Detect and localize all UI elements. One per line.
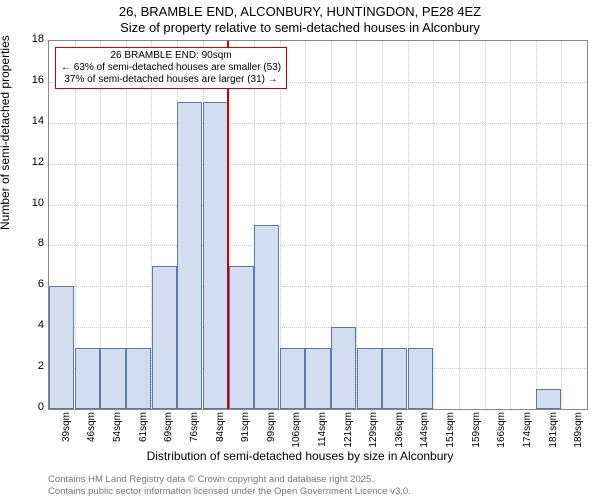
attribution-line-2: Contains public sector information licen… — [48, 486, 411, 497]
x-tick-label: 159sqm — [471, 412, 482, 452]
histogram-bar — [357, 348, 382, 409]
y-tick-label: 10 — [14, 197, 44, 209]
x-tick-label: 39sqm — [61, 412, 72, 452]
y-tick-label: 8 — [14, 237, 44, 249]
attribution-line-1: Contains HM Land Registry data © Crown c… — [48, 474, 374, 485]
property-marker-line — [227, 41, 229, 409]
x-tick-label: 99sqm — [266, 412, 277, 452]
grid-line-vertical — [459, 41, 460, 409]
x-tick-label: 61sqm — [138, 412, 149, 452]
x-tick-label: 69sqm — [163, 412, 174, 452]
histogram-bar — [177, 102, 202, 409]
x-tick-label: 121sqm — [343, 412, 354, 452]
y-tick-label: 14 — [14, 115, 44, 127]
histogram-bar — [254, 225, 279, 409]
y-tick-label: 2 — [14, 360, 44, 372]
x-tick-label: 144sqm — [419, 412, 430, 452]
grid-line-horizontal — [49, 245, 587, 246]
y-tick-label: 12 — [14, 156, 44, 168]
x-tick-label: 106sqm — [291, 412, 302, 452]
grid-line-horizontal — [49, 286, 587, 287]
annotation-line: 37% of semi-detached houses are larger (… — [61, 74, 281, 86]
histogram-bar — [382, 348, 407, 409]
histogram-bar — [203, 102, 228, 409]
histogram-bar — [229, 266, 254, 409]
x-tick-label: 46sqm — [86, 412, 97, 452]
grid-line-vertical — [433, 41, 434, 409]
x-tick-label: 91sqm — [240, 412, 251, 452]
x-tick-label: 181sqm — [548, 412, 559, 452]
x-tick-label: 174sqm — [522, 412, 533, 452]
y-tick-label: 18 — [14, 33, 44, 45]
grid-line-horizontal — [49, 205, 587, 206]
histogram-bar — [152, 266, 177, 409]
histogram-bar — [280, 348, 305, 409]
grid-line-vertical — [536, 41, 537, 409]
annotation-box: 26 BRAMBLE END: 90sqm← 63% of semi-detac… — [55, 47, 287, 89]
x-tick-label: 189sqm — [573, 412, 584, 452]
grid-line-horizontal — [49, 327, 587, 328]
x-tick-label: 54sqm — [112, 412, 123, 452]
grid-line-vertical — [561, 41, 562, 409]
chart-title-sub: Size of property relative to semi-detach… — [0, 20, 600, 35]
y-tick-label: 4 — [14, 319, 44, 331]
grid-line-vertical — [485, 41, 486, 409]
annotation-line: ← 63% of semi-detached houses are smalle… — [61, 62, 281, 74]
chart-container: 26, BRAMBLE END, ALCONBURY, HUNTINGDON, … — [0, 0, 600, 500]
y-axis-label: Number of semi-detached properties — [0, 35, 12, 230]
grid-line-vertical — [510, 41, 511, 409]
grid-line-horizontal — [49, 164, 587, 165]
histogram-bar — [408, 348, 433, 409]
x-tick-label: 136sqm — [394, 412, 405, 452]
histogram-bar — [331, 327, 356, 409]
y-tick-label: 0 — [14, 401, 44, 413]
chart-title-main: 26, BRAMBLE END, ALCONBURY, HUNTINGDON, … — [0, 4, 600, 19]
histogram-bar — [75, 348, 100, 409]
x-tick-label: 129sqm — [368, 412, 379, 452]
x-tick-label: 76sqm — [189, 412, 200, 452]
plot-area — [48, 40, 588, 410]
histogram-bar — [305, 348, 330, 409]
y-tick-label: 6 — [14, 278, 44, 290]
histogram-bar — [536, 389, 561, 409]
histogram-bar — [49, 286, 74, 409]
grid-line-horizontal — [49, 123, 587, 124]
x-tick-label: 151sqm — [445, 412, 456, 452]
histogram-bar — [100, 348, 125, 409]
y-tick-label: 16 — [14, 74, 44, 86]
x-tick-label: 84sqm — [215, 412, 226, 452]
histogram-bar — [126, 348, 151, 409]
x-tick-label: 166sqm — [496, 412, 507, 452]
annotation-line: 26 BRAMBLE END: 90sqm — [61, 50, 281, 62]
x-tick-label: 114sqm — [317, 412, 328, 452]
